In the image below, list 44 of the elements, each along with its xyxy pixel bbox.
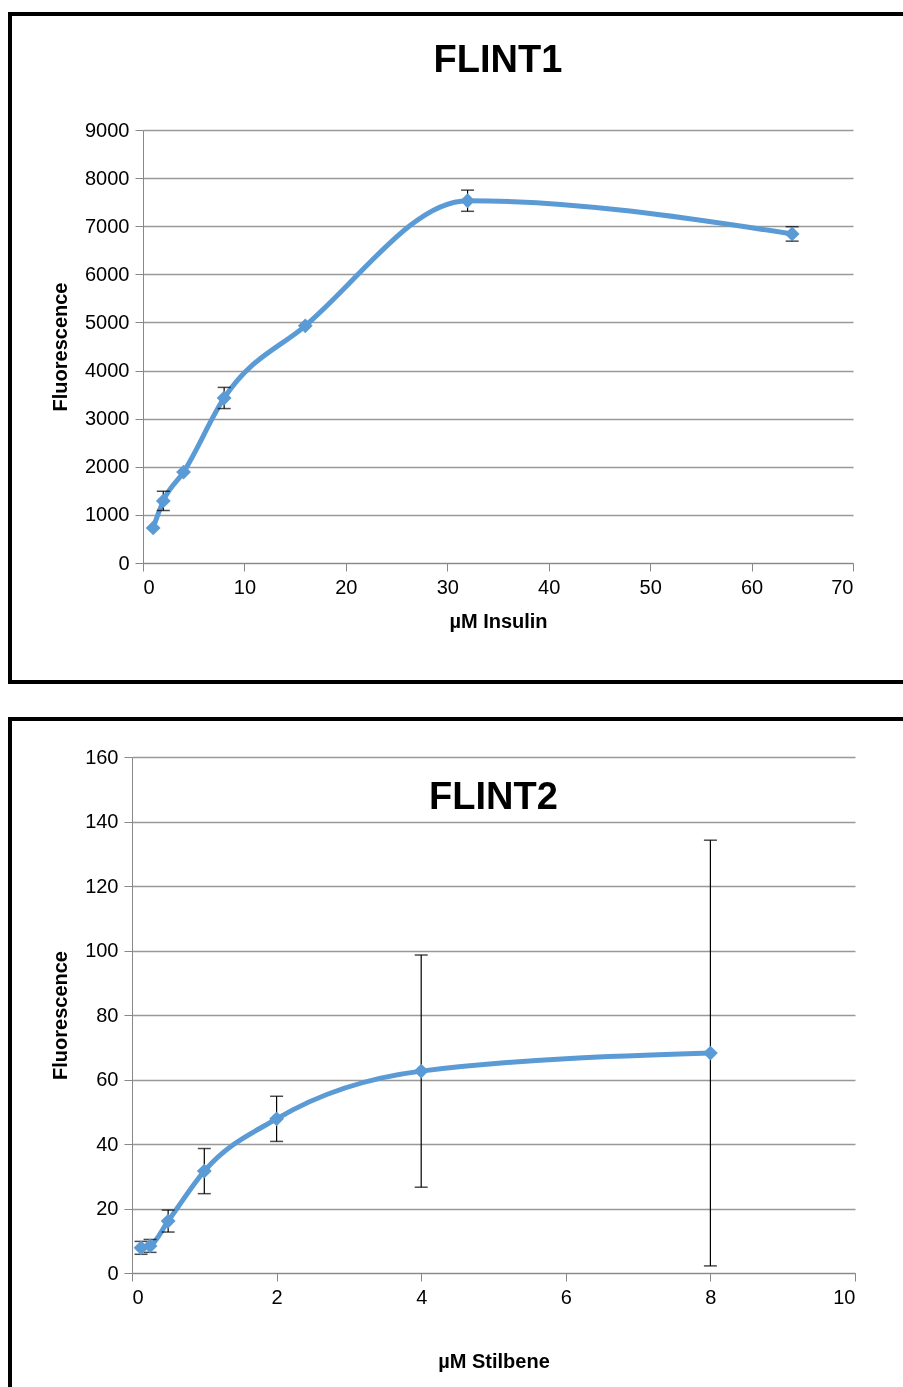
- y-tick-label: 20: [96, 1197, 119, 1219]
- y-tick-label: 9000: [85, 118, 130, 141]
- y-tick-label: 100: [85, 939, 119, 961]
- point: [145, 520, 161, 536]
- y-tick-label: 0: [107, 1261, 119, 1284]
- y-tick-label: 6000: [85, 262, 130, 285]
- y-tick-label: 4000: [85, 359, 130, 382]
- x-tick-label: 40: [538, 575, 561, 598]
- point: [460, 193, 475, 209]
- point: [297, 318, 313, 334]
- y-tick-label: 1000: [85, 503, 130, 526]
- y-tick-label: 7000: [85, 214, 130, 237]
- x-tick-label: 4: [416, 1285, 428, 1308]
- y-tick-label: 120: [85, 874, 119, 897]
- text: FLINT2: [429, 775, 558, 817]
- y-tick-label: 160: [85, 745, 119, 768]
- x-tick-label: 8: [705, 1285, 717, 1308]
- x-tick-label: 0: [143, 575, 155, 598]
- y-tick-label: 5000: [85, 310, 130, 333]
- x-tick-label: 10: [833, 1285, 856, 1308]
- y-tick-label: 140: [85, 810, 119, 832]
- y-tick-label: 2000: [85, 455, 130, 478]
- y-axis-title: Fluorescence: [49, 951, 72, 1080]
- y-axis-title: Fluorescence: [49, 282, 72, 412]
- y-tick-label: 3000: [85, 407, 130, 430]
- x-tick-label: 0: [132, 1285, 144, 1308]
- x-axis-title: µM Insulin: [449, 609, 548, 632]
- y-tick-label: 40: [96, 1132, 119, 1155]
- y-tick-label: 0: [118, 551, 130, 574]
- x-tick-label: 60: [740, 575, 764, 598]
- y-tick-label: 60: [96, 1068, 119, 1090]
- y-tick-label: 8000: [85, 166, 130, 189]
- y-tick-label: 80: [96, 1003, 119, 1026]
- chart-title: FLINT1: [433, 38, 563, 80]
- x-axis-title: µM Stilbene: [438, 1349, 550, 1372]
- x-tick-label: 70: [831, 575, 854, 598]
- x-tick-label: 50: [639, 575, 662, 598]
- x-tick-label: 6: [560, 1285, 572, 1308]
- point: [176, 464, 191, 480]
- x-tick-label: 2: [271, 1285, 283, 1308]
- x-tick-label: 30: [436, 575, 459, 598]
- point: [216, 390, 232, 406]
- x-tick-label: 20: [335, 575, 358, 598]
- x-tick-label: 10: [233, 575, 257, 598]
